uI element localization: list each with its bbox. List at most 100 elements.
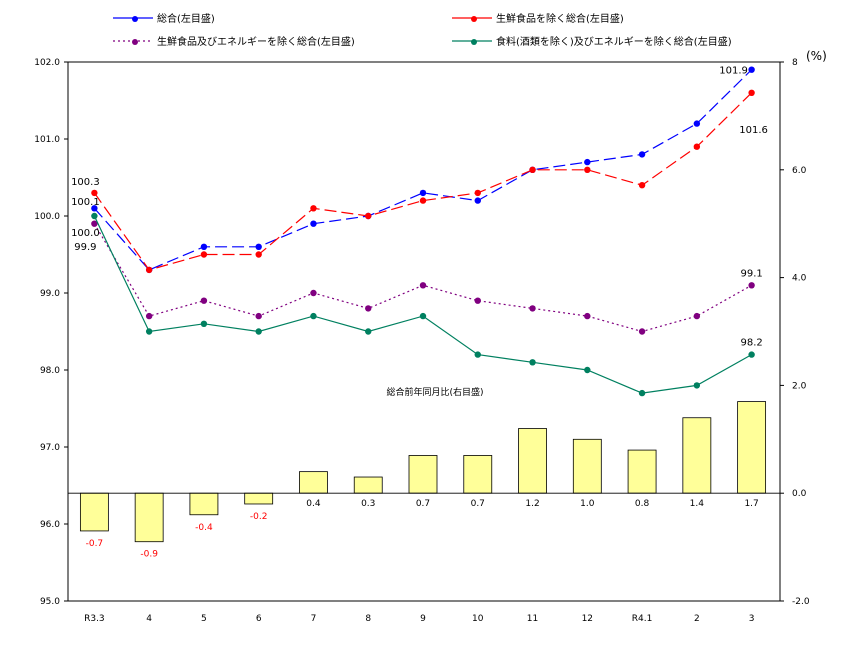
series-point	[145, 312, 153, 320]
series-point	[310, 289, 317, 297]
series-line	[93, 69, 753, 271]
x-axis-tick-label: 12	[582, 614, 593, 624]
left-axis-tick-label: 102.0	[34, 58, 60, 68]
x-axis-tick-label: 8	[365, 614, 371, 624]
left-axis-tick-label: 95.0	[40, 597, 60, 607]
bar	[408, 455, 438, 494]
series-point	[200, 320, 208, 327]
series-point	[474, 351, 481, 358]
x-axis-tick-label: 6	[256, 614, 262, 624]
bar	[134, 492, 164, 543]
series-point	[310, 220, 317, 227]
bar-data-label: 0.8	[635, 499, 650, 509]
legend-marker	[471, 39, 477, 45]
right-axis-tick-label: 8	[792, 58, 798, 68]
x-axis-tick-label: R4.1	[632, 614, 653, 624]
series-point	[419, 189, 427, 197]
series-last-label: 101.6	[739, 125, 768, 136]
bar	[189, 492, 219, 516]
series-point	[419, 312, 427, 320]
series-point	[693, 312, 701, 320]
series-point	[584, 366, 591, 374]
series-point	[310, 205, 317, 212]
left-axis-tick-label: 98.0	[40, 366, 60, 376]
bar-data-label: -0.2	[250, 512, 268, 522]
series-point	[529, 305, 536, 312]
series-point	[91, 220, 98, 227]
series-point	[638, 151, 646, 158]
series-line	[93, 92, 753, 271]
bar-data-label: 1.4	[690, 499, 705, 509]
right-axis-tick-label: 0.0	[792, 489, 807, 499]
bar-data-label: -0.9	[140, 550, 158, 560]
series-point	[91, 205, 98, 212]
legend-marker	[471, 16, 477, 22]
series-point	[748, 282, 755, 289]
legend-label: 生鮮食品及びエネルギーを除く総合(左目盛)	[157, 35, 355, 48]
series-point	[255, 328, 262, 335]
series-first-label: 99.9	[74, 242, 96, 253]
series-point	[474, 197, 481, 204]
left-axis-tick-label: 96.0	[40, 520, 60, 530]
x-axis-tick-label: 10	[472, 614, 484, 624]
series-point	[91, 212, 98, 220]
x-axis-tick-label: 5	[201, 614, 207, 624]
series-point	[145, 266, 153, 274]
x-axis-tick-label: 7	[311, 614, 317, 624]
x-axis-tick-label: 4	[146, 614, 152, 624]
right-axis-unit-label: (%)	[806, 49, 827, 63]
series-point	[365, 305, 372, 312]
bar-data-label: 0.7	[416, 499, 430, 509]
legend-label: 生鮮食品を除く総合(左目盛)	[496, 12, 624, 25]
series-point	[255, 312, 262, 320]
legend-label: 総合(左目盛)	[157, 12, 215, 25]
bar	[79, 492, 109, 532]
series-point	[638, 328, 646, 335]
legend-label: 食料(酒類を除く)及びエネルギーを除く総合(左目盛)	[496, 35, 732, 48]
right-axis-tick-label: -2.0	[792, 597, 810, 607]
series-first-label: 100.0	[71, 228, 100, 239]
series-first-label: 100.1	[71, 197, 100, 208]
series-point	[693, 143, 701, 150]
legend-marker	[132, 16, 138, 22]
x-axis-tick-label: 2	[694, 614, 700, 624]
bars-annotation: 総合前年同月比(右目盛)	[386, 386, 483, 398]
series-line	[93, 215, 752, 394]
bar-data-label: 1.0	[580, 499, 595, 509]
series-point	[474, 297, 481, 304]
bar	[353, 476, 383, 494]
bar	[627, 449, 657, 494]
series-point	[91, 189, 98, 197]
series-point	[255, 243, 262, 250]
bar-data-label: 1.7	[744, 499, 758, 509]
bar-data-label: 0.3	[361, 499, 375, 509]
x-axis-tick-label: 9	[420, 614, 426, 624]
series-point	[145, 328, 153, 335]
x-axis-tick-label: 3	[749, 614, 755, 624]
bar-data-label: -0.4	[195, 523, 213, 533]
series-point	[638, 182, 646, 189]
series-point	[200, 251, 208, 258]
right-axis-tick-label: 2.0	[792, 381, 807, 391]
series-point	[529, 166, 536, 173]
bar-data-label: -0.7	[86, 539, 104, 549]
series-point	[748, 351, 755, 358]
bar	[299, 471, 328, 494]
bar	[518, 428, 547, 494]
series-point	[529, 359, 536, 366]
right-axis-tick-label: 4.0	[792, 274, 807, 284]
legend-marker	[132, 39, 138, 45]
left-axis-tick-label: 101.0	[34, 135, 60, 145]
series-point	[748, 66, 755, 73]
series-point	[419, 197, 427, 204]
series-point	[638, 389, 646, 397]
bar-data-label: 1.2	[525, 499, 539, 509]
series-point	[255, 251, 262, 258]
bar-data-label: 0.7	[471, 499, 485, 509]
series-point	[584, 312, 591, 320]
series-point	[310, 312, 317, 320]
series-first-label: 100.3	[71, 177, 100, 188]
series-point	[365, 328, 372, 335]
right-axis-tick-label: 6.0	[792, 166, 807, 176]
